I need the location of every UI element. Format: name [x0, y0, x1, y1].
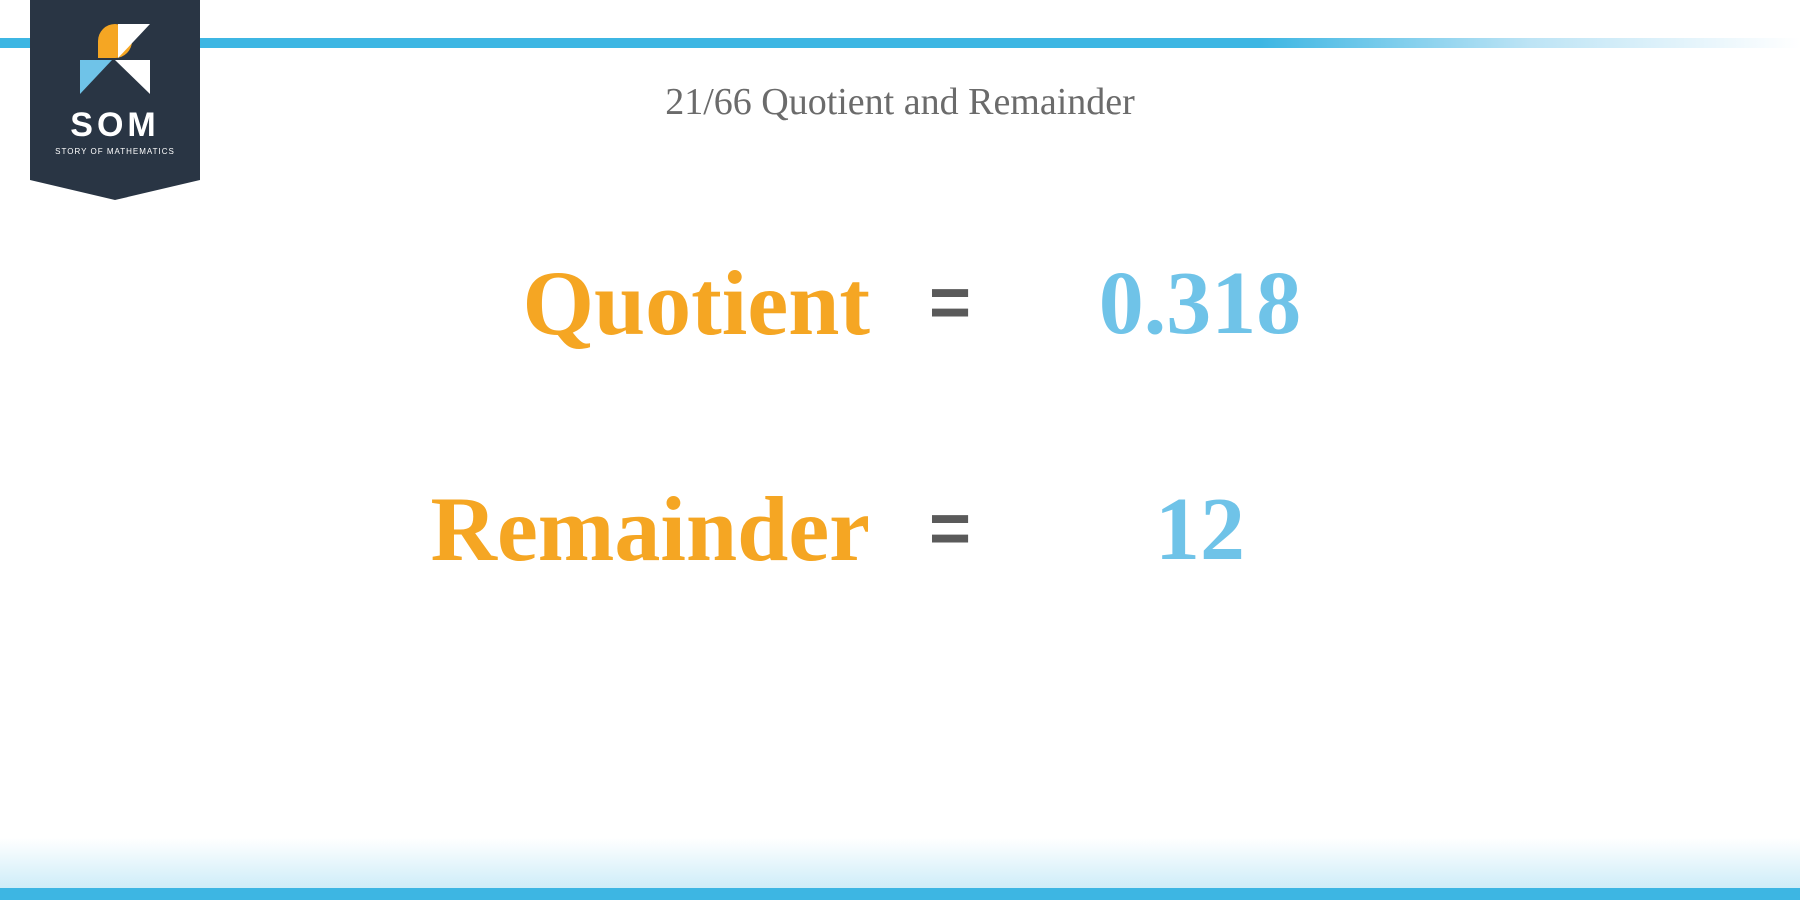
logo-badge: SOM STORY OF MATHEMATICS — [30, 0, 200, 180]
equals-sign: = — [910, 488, 990, 570]
remainder-value: 12 — [990, 478, 1390, 581]
bottom-bar — [0, 888, 1800, 900]
quotient-row: Quotient = 0.318 — [350, 250, 1450, 356]
content-area: Quotient = 0.318 Remainder = 12 — [350, 250, 1450, 702]
remainder-label: Remainder — [350, 476, 910, 582]
quotient-value: 0.318 — [990, 252, 1390, 355]
remainder-row: Remainder = 12 — [350, 476, 1450, 582]
bottom-fade — [0, 838, 1800, 888]
page-title: 21/66 Quotient and Remainder — [0, 80, 1800, 124]
top-bar — [0, 38, 1800, 48]
logo-subtext: STORY OF MATHEMATICS — [55, 147, 175, 156]
equals-sign: = — [910, 262, 990, 344]
logo-text: SOM — [70, 106, 159, 145]
quotient-label: Quotient — [350, 250, 910, 356]
som-logo-icon — [80, 24, 150, 94]
